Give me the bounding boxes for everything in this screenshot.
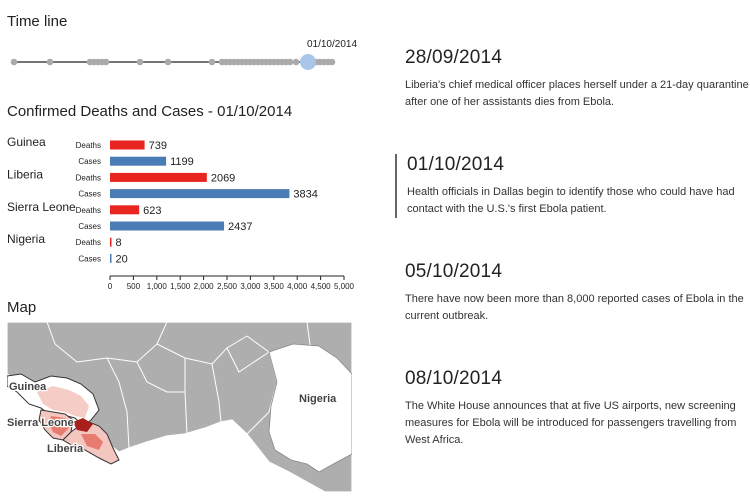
bar-value-label: 8 [116, 237, 122, 249]
bar-value-label: 623 [143, 205, 161, 217]
map-label-sierra-leone: Sierra Leone [7, 417, 74, 429]
timeline-dot[interactable] [328, 58, 336, 66]
event-item[interactable]: 08/10/2014 The White House announces tha… [405, 368, 750, 449]
map-label-nigeria: Nigeria [299, 393, 337, 405]
event-date: 08/10/2014 [405, 368, 503, 389]
x-tick-label: 3,500 [264, 282, 285, 291]
timeline-selected-date: 01/10/2014 [307, 39, 357, 50]
x-tick-label: 2,500 [217, 282, 238, 291]
event-date: 05/10/2014 [405, 261, 503, 282]
bar-deaths[interactable] [110, 172, 207, 182]
map-liberia-heat-2 [81, 434, 103, 450]
map-nigeria[interactable] [268, 343, 352, 473]
bar-value-label: 739 [149, 140, 167, 152]
timeline-dot[interactable] [286, 58, 294, 66]
event-item[interactable]: 05/10/2014 There have now been more than… [405, 261, 750, 325]
timeline-dot[interactable] [292, 58, 300, 66]
x-tick-label: 0 [108, 282, 113, 291]
bar-category-label: Nigeria [7, 232, 45, 246]
bar-series-label: Deaths [76, 173, 101, 182]
map[interactable]: Guinea Sierra Leone Liberia Nigeria [7, 322, 352, 492]
bar-value-label: 3834 [293, 189, 317, 201]
timeline-slider[interactable]: 01/10/2014 [0, 30, 380, 80]
chart-title: Confirmed Deaths and Cases - 01/10/2014 [7, 103, 293, 120]
bar-series-label: Cases [78, 222, 101, 231]
bar-deaths[interactable] [110, 140, 145, 150]
bar-value-label: 2437 [228, 221, 252, 233]
bar-category-label: Guinea [7, 135, 46, 149]
x-tick-label: 500 [127, 282, 141, 291]
timeline-dot[interactable] [136, 58, 144, 66]
map-guinea-heat [37, 386, 89, 418]
timeline-title: Time line [7, 13, 68, 30]
event-text: There have now been more than 8,000 repo… [405, 293, 744, 322]
map-label-liberia: Liberia [47, 443, 84, 455]
x-tick-label: 2,000 [194, 282, 215, 291]
x-tick-label: 5,000 [334, 282, 355, 291]
x-tick-label: 4,500 [311, 282, 332, 291]
map-label-guinea: Guinea [9, 381, 47, 393]
timeline-dot[interactable] [46, 58, 54, 66]
bar-series-label: Cases [78, 190, 101, 199]
event-text: The White House announces that at five U… [405, 400, 737, 446]
x-tick-label: 1,000 [147, 282, 168, 291]
timeline-selected-dot[interactable] [300, 54, 316, 70]
bar-series-label: Cases [78, 157, 101, 166]
bar-value-label: 20 [116, 253, 128, 265]
x-tick-label: 1,500 [170, 282, 191, 291]
map-liberia-heat [73, 418, 93, 432]
bar-deaths[interactable] [110, 237, 112, 247]
timeline-dot[interactable] [208, 58, 216, 66]
event-text: Liberia's chief medical officer places h… [405, 79, 749, 108]
event-text: Health officials in Dallas begin to iden… [407, 186, 735, 215]
bar-series-label: Deaths [76, 206, 101, 215]
bar-cases[interactable] [110, 156, 167, 166]
event-item[interactable]: 28/09/2014 Liberia's chief medical offic… [405, 47, 750, 111]
bar-value-label: 2069 [211, 172, 235, 184]
event-date: 28/09/2014 [405, 47, 503, 68]
bar-deaths[interactable] [110, 205, 140, 215]
map-title: Map [7, 299, 37, 316]
event-item-selected[interactable]: 01/10/2014 Health officials in Dallas be… [395, 154, 740, 218]
event-date: 01/10/2014 [407, 154, 505, 175]
bar-cases[interactable] [110, 189, 290, 199]
bar-category-label: Sierra Leone [7, 200, 76, 214]
bar-series-label: Cases [78, 254, 101, 263]
bar-category-label: Liberia [7, 167, 43, 181]
x-tick-label: 4,000 [287, 282, 308, 291]
bar-cases[interactable] [110, 221, 225, 231]
timeline-dot[interactable] [102, 58, 110, 66]
bar-series-label: Deaths [76, 238, 101, 247]
map-sierra-leone-heat [49, 416, 69, 436]
bar-series-label: Deaths [76, 141, 101, 150]
bar-cases[interactable] [110, 253, 112, 263]
bar-value-label: 1199 [170, 156, 194, 168]
x-tick-label: 3,000 [240, 282, 261, 291]
timeline-dot[interactable] [10, 58, 18, 66]
timeline-dot[interactable] [164, 58, 172, 66]
